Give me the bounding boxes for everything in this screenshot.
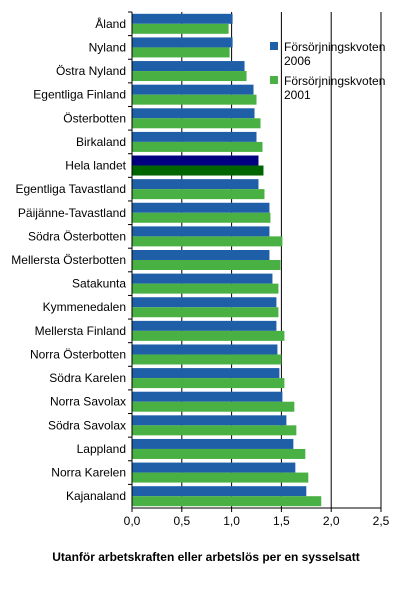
bar (132, 61, 245, 72)
x-tick-label: 1,5 (273, 514, 290, 528)
legend: Försörjningskvoten 2006 Försörjningskvot… (270, 40, 412, 108)
bar (132, 273, 273, 284)
legend-item-2001: Försörjningskvoten 2001 (270, 74, 412, 102)
bar (132, 212, 271, 223)
bar (132, 448, 306, 459)
category-label: Östra Nyland (56, 64, 126, 78)
x-tick-label: 0,5 (173, 514, 190, 528)
category-label: Mellersta Finland (35, 324, 126, 338)
bar (132, 47, 230, 58)
bar (132, 496, 322, 507)
category-label: Åland (95, 16, 126, 31)
bar (132, 425, 297, 436)
legend-label-2001: Försörjningskvoten 2001 (284, 74, 386, 102)
bar (132, 94, 257, 105)
x-axis-title: Utanför arbetskraften eller arbetslös pe… (52, 550, 360, 564)
bar (132, 486, 307, 497)
legend-item-2006: Försörjningskvoten 2006 (270, 40, 412, 68)
x-tick-label: 2,5 (373, 514, 390, 528)
bar (132, 236, 283, 247)
category-label: Birkaland (76, 135, 126, 149)
legend-swatch-2001 (270, 76, 278, 84)
category-label: Nyland (89, 40, 126, 54)
legend-swatch-2006 (270, 42, 278, 50)
category-label: Södra Karelen (49, 371, 126, 385)
bar (132, 155, 259, 166)
bar (132, 165, 264, 176)
category-label: Norra Österbotten (30, 347, 126, 361)
category-label: Egentliga Tavastland (15, 182, 126, 196)
bar (132, 438, 294, 449)
bar (132, 401, 295, 412)
category-label: Österbotten (63, 111, 126, 125)
bar (132, 37, 233, 48)
category-label: Norra Savolax (50, 395, 126, 409)
category-label: Norra Karelen (51, 466, 126, 480)
bar (132, 141, 263, 152)
bar (132, 202, 270, 213)
bar (132, 131, 257, 142)
category-label: Lappland (77, 442, 126, 456)
category-label: Kajanaland (66, 489, 126, 503)
category-label: Hela landet (65, 159, 126, 173)
bar (132, 84, 254, 95)
bar (132, 13, 233, 24)
bar (132, 415, 287, 426)
bar (132, 179, 259, 190)
bar (132, 462, 296, 473)
bar (132, 250, 270, 260)
legend-label-2006: Försörjningskvoten 2006 (284, 40, 386, 68)
bar (132, 283, 279, 294)
bar (132, 354, 282, 365)
bar (132, 378, 285, 389)
bar (132, 189, 265, 200)
bar (132, 226, 270, 237)
category-label: Päijänne-Tavastland (18, 206, 126, 220)
bar (132, 391, 283, 402)
bar (132, 344, 278, 355)
category-label: Södra Savolax (48, 418, 126, 432)
bar (132, 297, 277, 308)
bar (132, 260, 281, 270)
bar (132, 23, 229, 34)
category-label: Satakunta (72, 277, 126, 291)
category-label: Mellersta Österbotten (11, 253, 126, 267)
bar (132, 71, 247, 82)
bar (132, 108, 255, 119)
x-tick-label: 0,0 (124, 514, 141, 528)
x-tick-label: 2,0 (323, 514, 340, 528)
category-label: Kymmenedalen (43, 300, 126, 314)
category-label: Egentliga Finland (33, 88, 126, 102)
x-tick-label: 1,0 (223, 514, 240, 528)
bar (132, 118, 261, 129)
bar (132, 320, 277, 331)
bar (132, 307, 279, 318)
bar (132, 368, 280, 379)
bar (132, 472, 309, 483)
bar (132, 330, 285, 341)
category-label: Södra Österbotten (28, 229, 126, 243)
